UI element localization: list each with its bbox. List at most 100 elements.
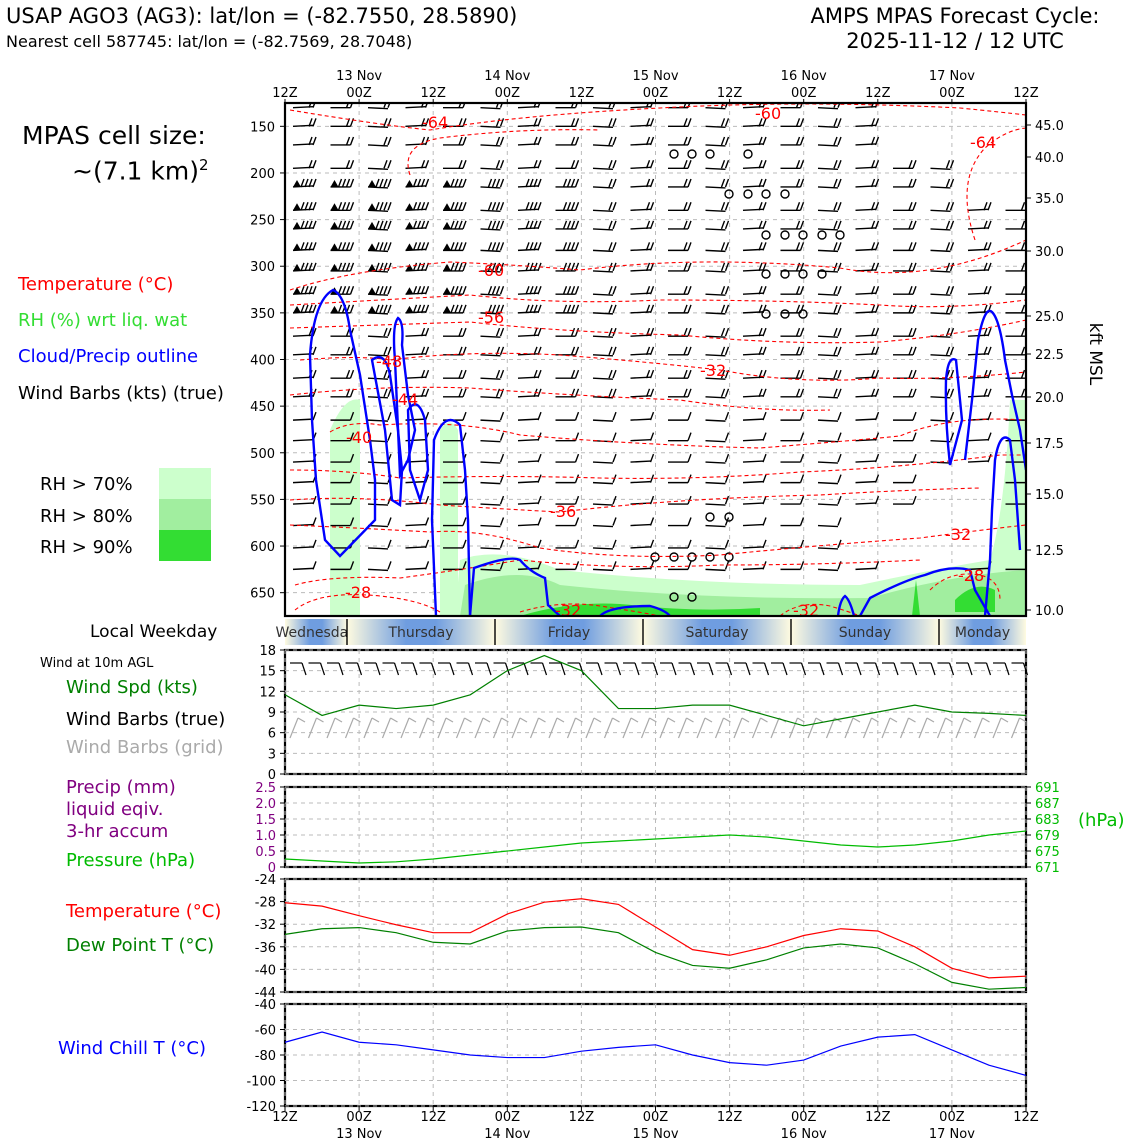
barb-flag [383,160,388,169]
wind-barb [405,220,430,230]
wind-barb [330,202,355,211]
surface-barb-true [382,662,400,676]
barb-flag [574,178,580,188]
barb-pennant [293,179,301,187]
barb-staff [733,717,743,739]
barb-staff [705,524,726,528]
barb-flag [533,285,538,295]
barb-flag [645,118,651,127]
barb-flag [833,346,838,356]
barb-flag [949,327,955,337]
bottom-date-label: 14 Nov [484,1127,530,1140]
rh90-area-center [520,603,760,616]
barb-flag [874,662,881,676]
barb-flag [724,178,730,188]
barb-flag [687,118,692,127]
wind-barb [930,220,955,231]
barb-flag [687,539,692,549]
forecast-title: AMPS MPAS Forecast Cycle: [810,4,1100,28]
barb-staff [511,717,521,739]
barb-flag [387,517,392,526]
barb-staff [529,717,540,739]
barb-flag [911,662,918,676]
barb-staff [405,480,426,484]
wind-barb [330,178,355,188]
precip-y-axis: 00.51.01.52.02.5 [255,781,285,876]
barb-flag [874,178,880,188]
wind-barb [592,202,617,212]
barb-flag [945,262,951,272]
weekday-name: Monday [955,625,1010,641]
barb-flag [870,160,876,169]
calm-marker [780,230,790,240]
barb-flag [356,662,363,676]
barb-flag [612,561,617,570]
barb-flag [462,517,467,526]
barb-flag [499,178,505,188]
barb-staff [480,396,501,399]
barb-flag [349,202,355,211]
barb-flag [724,285,730,295]
calm-marker [669,552,679,562]
barb-flag [799,304,805,314]
barb-staff [930,396,951,399]
barb-flag [337,285,343,295]
legend-rh80-swatch [159,499,211,530]
barb-flag [683,388,688,398]
barb-flag [570,202,576,211]
wind-barb [480,327,505,338]
wind-barb [742,262,767,272]
wind-barb [780,561,805,571]
barb-flag [667,717,676,723]
wind-barb [742,561,767,571]
wind-barb [705,304,730,315]
wind-barb [630,160,655,169]
surface-barb-grid [733,717,750,739]
panel-y-tick-label: -80 [255,1049,276,1064]
wind-barb [855,202,880,211]
barb-flag [837,474,842,483]
barb-flag [912,262,917,272]
barb-flag [874,388,880,398]
wind-barb [555,561,580,571]
barb-flag [533,160,538,169]
wind-barb [517,160,542,169]
barb-flag [420,388,426,398]
barb-flag [612,262,617,272]
barb-staff [367,377,389,380]
calm-marker [669,149,679,159]
wind-barb [592,539,617,550]
barb-flag [308,160,313,169]
wind-barb [817,242,842,253]
barb-staff [899,717,910,739]
calm-marker [743,149,753,159]
barb-flag [467,662,474,676]
calm-marker [780,309,790,319]
barb-flag [412,220,418,230]
barb-flag [833,304,838,314]
barb-staff [367,106,389,110]
barb-flag [687,369,692,379]
barb-staff [855,418,876,421]
barb-flag [762,285,767,295]
barb-flag [383,178,388,188]
barb-flag [874,136,880,146]
barb-flag [912,495,917,505]
barb-flag [612,717,620,723]
barb-flag [762,539,767,549]
barb-flag [908,388,913,398]
barb-pennant [443,179,451,187]
barb-staff [292,502,314,505]
barb-flag [574,118,580,127]
barb-staff [855,502,876,505]
barb-flag [499,242,505,251]
bottom-tick-label: 12Z [272,1110,298,1125]
barb-flag [762,242,767,251]
barb-flag [312,517,317,526]
weekday-name: Saturday [685,625,748,641]
barb-flag [416,285,422,295]
calm-marker [780,189,790,199]
surface-barb-grid [751,717,768,739]
barb-flag [297,717,306,723]
